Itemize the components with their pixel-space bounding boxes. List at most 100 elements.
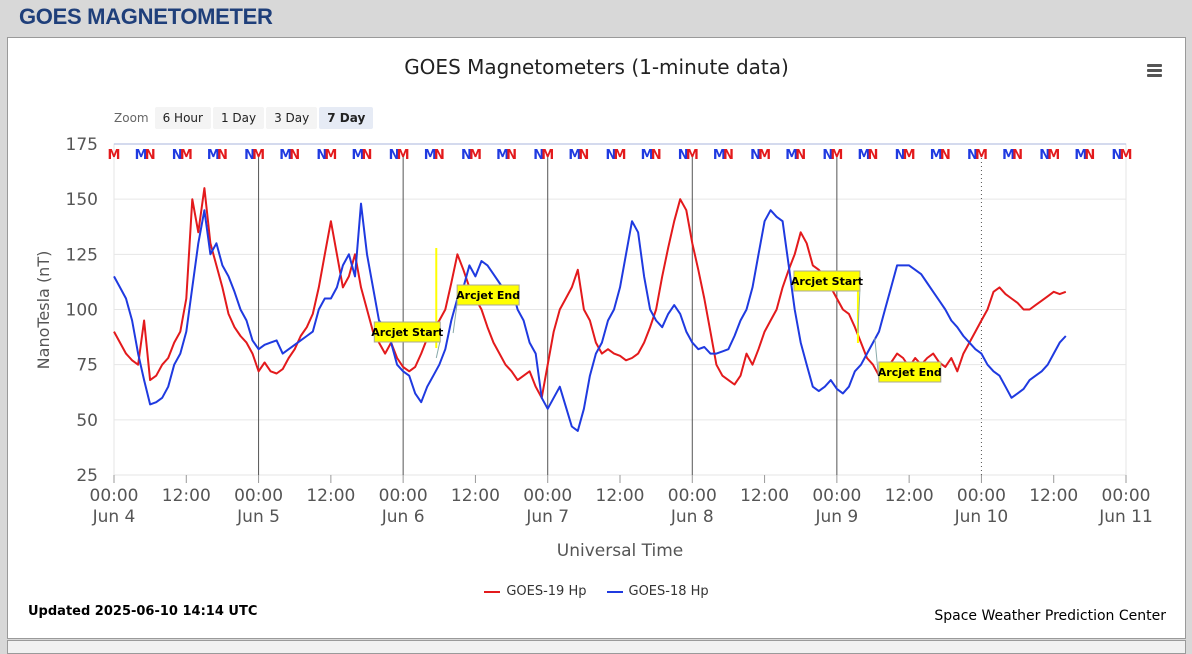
mn-marker: N	[1012, 148, 1023, 163]
mn-marker: N	[822, 148, 833, 163]
mn-marker: M	[279, 148, 292, 163]
goes18-series-line	[113, 202, 1067, 432]
mn-marker: N	[578, 148, 589, 163]
mn-marker: N	[434, 148, 445, 163]
mn-marker: M	[857, 148, 870, 163]
mn-marker: M	[758, 148, 771, 163]
credit-text: Space Weather Prediction Center	[934, 608, 1166, 624]
mn-marker: N	[172, 148, 183, 163]
zoom-6-hour-button[interactable]: 6 Hour	[154, 107, 211, 129]
x-tick-time-label: 12:00	[162, 486, 211, 506]
x-tick-time-label: 00:00	[90, 486, 139, 506]
y-tick-label: 25	[76, 466, 98, 486]
y-tick-label: 75	[76, 356, 98, 376]
annotation-connector	[857, 288, 861, 334]
goes18-swatch	[606, 590, 623, 593]
legend-item-goes19[interactable]: GOES-19 Hp	[484, 584, 587, 599]
mn-marker: M	[713, 148, 726, 163]
annotation-box	[793, 270, 861, 292]
mn-marker: M	[207, 148, 220, 163]
chart-title: GOES Magnetometers (1-minute data)	[404, 55, 789, 79]
mn-marker: N	[244, 148, 255, 163]
mn-marker: M	[135, 148, 148, 163]
mn-marker: N	[533, 148, 544, 163]
mn-marker: M	[397, 148, 410, 163]
x-tick-time-label: 12:00	[1029, 486, 1078, 506]
hamburger-menu-icon[interactable]	[1146, 63, 1164, 79]
annotation-label: Arcjet End	[878, 366, 942, 379]
mn-marker: N	[868, 148, 879, 163]
mn-marker: M	[686, 148, 699, 163]
mn-marker: M	[568, 148, 581, 163]
mn-marker: M	[930, 148, 943, 163]
bottom-strip	[7, 640, 1186, 654]
mn-marker: M	[1002, 148, 1015, 163]
legend-item-goes18[interactable]: GOES-18 Hp	[606, 584, 709, 599]
mn-marker: N	[1039, 148, 1050, 163]
mn-marker: N	[217, 148, 228, 163]
annotation-label: Arcjet End	[456, 289, 520, 302]
mn-marker: N	[651, 148, 662, 163]
mn-marker: N	[506, 148, 517, 163]
mn-marker: M	[641, 148, 654, 163]
mn-marker: M	[785, 148, 798, 163]
x-tick-time-label: 12:00	[740, 486, 789, 506]
mn-marker: N	[723, 148, 734, 163]
updated-timestamp: Updated 2025-06-10 14:14 UTC	[28, 604, 258, 619]
mn-marker: N	[940, 148, 951, 163]
x-tick-date-label: Jun 5	[236, 507, 280, 527]
annotation-label: Arcjet Start	[371, 326, 443, 339]
x-tick-time-label: 00:00	[234, 486, 283, 506]
x-tick-time-label: 00:00	[379, 486, 428, 506]
mn-marker: N	[316, 148, 327, 163]
page-title: GOES MAGNETOMETER	[19, 4, 273, 29]
annotation-connector	[452, 302, 458, 334]
mn-marker: M	[324, 148, 337, 163]
legend-label-goes19: GOES-19 Hp	[506, 584, 587, 599]
x-axis-label: Universal Time	[557, 541, 683, 561]
mn-marker: M	[252, 148, 265, 163]
mn-marker: N	[461, 148, 472, 163]
mn-marker: M	[1047, 148, 1060, 163]
page-header: GOES MAGNETOMETER	[0, 0, 1192, 36]
mn-marker: M	[830, 148, 843, 163]
x-tick-date-label: Jun 4	[92, 507, 136, 527]
x-tick-time-label: 12:00	[451, 486, 500, 506]
x-tick-time-label: 00:00	[668, 486, 717, 506]
x-tick-date-label: Jun 10	[954, 507, 1009, 527]
mn-marker: N	[1112, 148, 1123, 163]
x-tick-time-label: 00:00	[812, 486, 861, 506]
annotation-box	[373, 321, 441, 343]
annotation-box	[878, 361, 942, 383]
mn-marker: N	[1084, 148, 1095, 163]
mn-marker: N	[606, 148, 617, 163]
zoom-3-day-button[interactable]: 3 Day	[266, 107, 318, 129]
x-tick-time-label: 12:00	[596, 486, 645, 506]
mn-marker: M	[541, 148, 554, 163]
mn-marker: M	[1074, 148, 1087, 163]
x-tick-date-label: Jun 7	[525, 507, 569, 527]
mn-marker: N	[389, 148, 400, 163]
x-tick-time-label: 00:00	[523, 486, 572, 506]
zoom-1-day-button[interactable]: 1 Day	[212, 107, 265, 129]
legend: GOES-19 Hp GOES-18 Hp	[8, 584, 1185, 599]
annotation-connector	[435, 339, 441, 359]
annotation-label: Arcjet Start	[791, 275, 863, 288]
mn-marker: N	[678, 148, 689, 163]
x-tick-date-label: Jun 11	[1098, 507, 1153, 527]
y-tick-label: 100	[66, 301, 98, 321]
chart-panel: GOES Magnetometers (1-minute data) Zoom …	[7, 37, 1186, 639]
mn-marker: N	[145, 148, 156, 163]
x-tick-time-label: 00:00	[957, 486, 1006, 506]
zoom-7-day-button[interactable]: 7 Day	[319, 107, 374, 129]
annotation-connector	[874, 337, 880, 381]
y-axis-label: NanoTesla (nT)	[34, 251, 53, 370]
mn-marker: N	[750, 148, 761, 163]
legend-label-goes18: GOES-18 Hp	[628, 584, 709, 599]
mn-marker: N	[362, 148, 373, 163]
x-tick-date-label: Jun 8	[670, 507, 714, 527]
mn-marker: M	[903, 148, 916, 163]
zoom-bar: Zoom 6 Hour 1 Day 3 Day 7 Day	[114, 106, 375, 130]
x-tick-time-label: 12:00	[306, 486, 355, 506]
